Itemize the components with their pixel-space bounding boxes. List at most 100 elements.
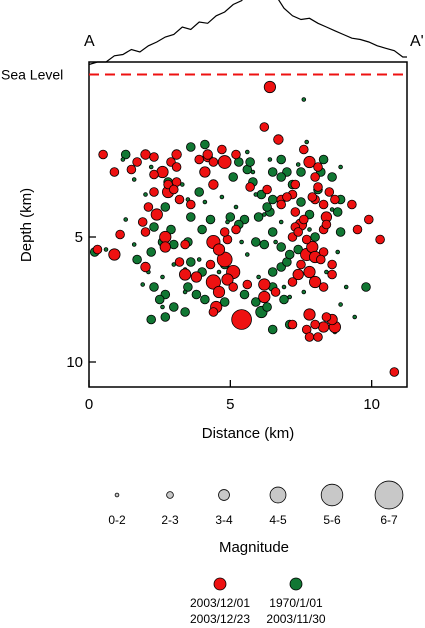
green-event-point bbox=[200, 139, 210, 150]
green-event-point bbox=[250, 169, 256, 175]
green-event-point bbox=[287, 294, 292, 300]
green-event-point bbox=[338, 302, 343, 307]
green-event-point bbox=[245, 149, 250, 155]
green-event-point bbox=[245, 252, 250, 257]
green-event-point bbox=[103, 247, 109, 252]
green-event-point bbox=[196, 257, 202, 262]
green-event-point bbox=[276, 172, 286, 182]
red-event-point bbox=[115, 229, 125, 240]
green-event-point bbox=[169, 302, 179, 312]
green-event-point bbox=[202, 199, 208, 205]
green-event-point bbox=[143, 192, 148, 197]
green-event-point bbox=[296, 197, 306, 207]
green-event-point bbox=[278, 219, 284, 225]
red-event-point bbox=[389, 367, 400, 377]
green-event-point bbox=[182, 289, 188, 295]
red-event-point bbox=[202, 149, 213, 160]
green-event-point bbox=[279, 294, 289, 305]
red-event-point bbox=[296, 259, 306, 270]
red-event-point bbox=[109, 167, 120, 177]
profile-start-label: A bbox=[84, 33, 95, 50]
legend-size-label: 3-4 bbox=[215, 513, 233, 527]
green-event-point bbox=[361, 282, 371, 292]
red-event-point bbox=[316, 254, 326, 265]
green-event-point bbox=[310, 232, 320, 242]
green-event-point bbox=[186, 142, 196, 152]
earthquake-points bbox=[89, 80, 400, 377]
x-tick-label: 5 bbox=[226, 396, 234, 413]
topography-profile bbox=[88, 0, 407, 66]
legend-size-circle bbox=[374, 480, 404, 510]
green-event-point bbox=[338, 164, 343, 170]
green-event-point bbox=[343, 284, 349, 290]
legend-size-circle bbox=[218, 489, 230, 501]
green-event-point bbox=[239, 289, 250, 300]
green-event-point bbox=[267, 227, 278, 237]
red-event-point bbox=[208, 307, 219, 317]
green-event-point bbox=[251, 297, 261, 307]
red-event-point bbox=[216, 251, 233, 268]
legend-red-marker bbox=[213, 577, 227, 591]
legend-period-start: 2003/12/01 bbox=[190, 596, 250, 610]
red-event-point bbox=[212, 285, 226, 299]
legend-size-circle bbox=[269, 486, 287, 504]
green-event-point bbox=[132, 254, 142, 265]
magnitude-legend-title: Magnitude bbox=[219, 539, 289, 556]
red-event-point bbox=[98, 149, 108, 160]
red-event-point bbox=[307, 192, 318, 202]
red-event-point bbox=[292, 268, 304, 281]
y-tick-label: 5 bbox=[75, 229, 83, 246]
green-event-point bbox=[273, 239, 278, 245]
green-event-point bbox=[200, 294, 210, 305]
red-event-point bbox=[347, 199, 357, 210]
red-event-point bbox=[262, 184, 272, 195]
green-event-point bbox=[352, 314, 357, 320]
red-event-point bbox=[159, 230, 172, 244]
red-event-point bbox=[212, 243, 226, 256]
red-event-point bbox=[293, 227, 303, 237]
legend-size-circle bbox=[114, 492, 120, 498]
green-event-point bbox=[205, 214, 216, 225]
green-event-point bbox=[120, 157, 126, 162]
green-event-point bbox=[267, 324, 278, 335]
legend-size-label: 4-5 bbox=[269, 513, 287, 527]
green-event-point bbox=[149, 222, 159, 232]
green-event-point bbox=[245, 157, 255, 167]
red-event-point bbox=[304, 332, 315, 342]
red-event-point bbox=[159, 241, 171, 253]
red-event-point bbox=[318, 282, 329, 292]
green-event-point bbox=[160, 312, 171, 322]
red-event-point bbox=[287, 277, 298, 287]
green-event-point bbox=[267, 167, 278, 177]
green-event-point bbox=[251, 237, 261, 247]
red-event-point bbox=[217, 155, 232, 169]
red-event-point bbox=[132, 157, 142, 167]
legend-size-label: 2-3 bbox=[161, 513, 179, 527]
red-event-point bbox=[205, 274, 221, 290]
red-event-point bbox=[287, 319, 298, 330]
green-event-point bbox=[276, 154, 286, 165]
legend-green-marker bbox=[289, 577, 303, 591]
legend-size-circle bbox=[166, 491, 174, 499]
green-event-point bbox=[146, 247, 156, 257]
green-event-point bbox=[194, 187, 204, 197]
green-event-point bbox=[148, 164, 154, 170]
green-event-point bbox=[262, 212, 267, 217]
red-event-point bbox=[270, 287, 281, 297]
legend-period-end: 2003/12/23 bbox=[190, 612, 250, 626]
red-event-point bbox=[179, 268, 192, 281]
red-event-point bbox=[258, 278, 271, 291]
red-event-point bbox=[126, 164, 137, 175]
plot-frame bbox=[88, 61, 408, 388]
legend-period-start: 1970/1/01 bbox=[269, 596, 323, 610]
green-event-point bbox=[225, 219, 230, 225]
red-event-point bbox=[150, 208, 163, 221]
green-event-point bbox=[329, 207, 335, 212]
red-event-point bbox=[310, 319, 320, 330]
green-event-point bbox=[256, 274, 261, 280]
red-event-point bbox=[140, 227, 151, 237]
red-event-point bbox=[194, 154, 204, 165]
red-event-point bbox=[231, 149, 241, 160]
red-event-point bbox=[310, 172, 320, 182]
green-event-point bbox=[216, 269, 222, 275]
